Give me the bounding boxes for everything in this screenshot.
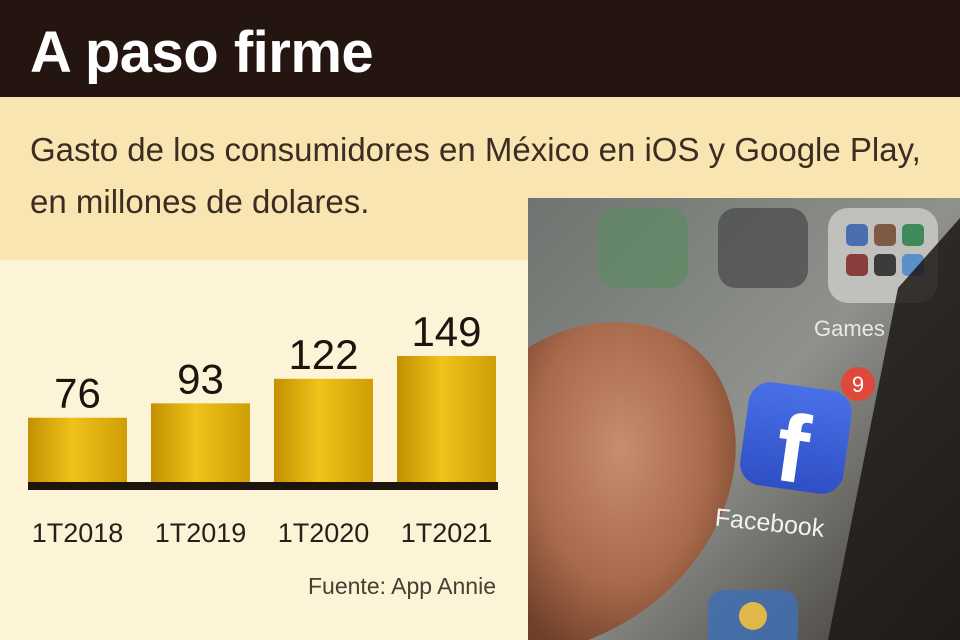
- chart-title: A paso firme: [30, 20, 374, 85]
- games-folder-label: Games: [814, 316, 885, 341]
- facebook-app-icon: [740, 382, 852, 494]
- subtitle-line-1: Gasto de los consumidores en México en i…: [30, 131, 921, 168]
- source-note: Fuente: App Annie: [308, 573, 496, 599]
- phone-photo: Games f 9 Facebook: [528, 198, 960, 640]
- chart-baseline: [28, 482, 498, 490]
- data-label-1T2021: 149: [411, 308, 481, 355]
- data-label-1T2018: 76: [54, 370, 101, 417]
- x-tick-label-1T2021: 1T2021: [401, 518, 493, 548]
- notification-badge-count: 9: [852, 372, 864, 397]
- chart-subtitle: Gasto de los consumidores en México en i…: [30, 124, 930, 228]
- bar-chart: 76 1T2018 93 1T2019 122 1T2020 149 1T2021 Fuent…: [28, 308, 498, 599]
- data-label-1T2019: 93: [177, 355, 224, 402]
- notification-badge: [841, 367, 875, 401]
- bar-1T2018: [28, 417, 127, 482]
- x-tick-label-1T2019: 1T2019: [155, 518, 247, 548]
- x-tick-label-1T2020: 1T2020: [278, 518, 370, 548]
- bar-1T2019: [151, 403, 250, 482]
- x-tick-label-1T2018: 1T2018: [32, 518, 124, 548]
- data-label-1T2020: 122: [288, 331, 358, 378]
- header-bar: A paso firme: [0, 0, 960, 97]
- bar-1T2020: [274, 378, 373, 482]
- subtitle-line-2: en millones de dolares.: [30, 183, 370, 220]
- bar-1T2021: [397, 356, 496, 482]
